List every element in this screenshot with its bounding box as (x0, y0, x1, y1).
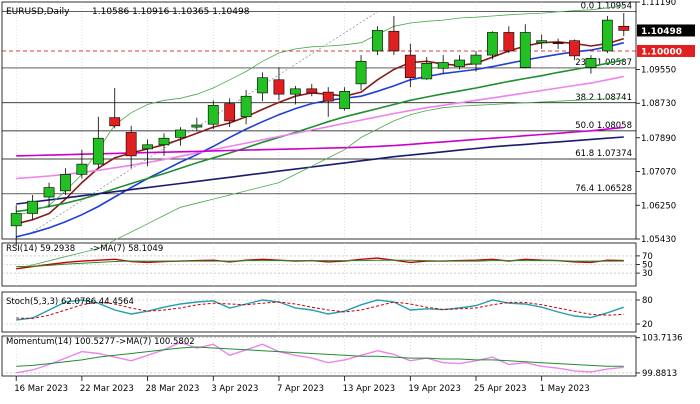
y-tick-label: 1.08730 (641, 99, 676, 109)
current-price-text: 1.10498 (641, 27, 682, 37)
candle-body (240, 95, 252, 118)
ind-series-1-1 (16, 259, 624, 268)
candle-body (454, 59, 465, 67)
candle-body (536, 40, 548, 44)
momentum-ma-label: ->MA(7) 100.5802 (116, 337, 195, 347)
candle-body (601, 19, 613, 52)
candle-body (339, 90, 351, 109)
ind-y-tick-label: 103.7136 (642, 334, 683, 344)
candle-body (10, 213, 22, 227)
candle-body (76, 163, 88, 175)
candle-body (60, 174, 71, 192)
ohlc-header: 1.10586 1.10916 1.10365 1.10498 (92, 7, 250, 17)
candle-body (487, 32, 498, 56)
y-tick-label: 1.09550 (641, 65, 676, 75)
fib-label: 38.2 1.08741 (575, 93, 632, 103)
candle-body (207, 104, 219, 125)
candle-body (289, 88, 301, 95)
level-badge-text: 1.10000 (641, 47, 682, 57)
fib-label: 0.0 1.10954 (581, 2, 632, 12)
candle-body (355, 60, 367, 85)
candle-body (618, 25, 630, 31)
fib-label: 50.0 1.08058 (575, 121, 632, 131)
candle-body (142, 144, 153, 150)
candle-body (273, 79, 285, 95)
fib-label: 61.8 1.07374 (575, 149, 632, 159)
candle-body (27, 200, 39, 214)
pane-frame-sto (1, 291, 637, 333)
candle-body (43, 187, 55, 198)
candle-body (158, 137, 170, 146)
y-tick-label: 1.07890 (641, 134, 676, 144)
ind-series-3-0 (16, 341, 624, 374)
momentum-title: Momentum(14) 100.5277 (6, 337, 115, 347)
x-tick-label: 25 Apr 2023 (474, 384, 527, 394)
candle-body (224, 103, 236, 122)
candle-body (322, 91, 334, 102)
candle-body (519, 32, 531, 68)
fib-label: 23.6 1.09587 (575, 58, 632, 68)
candle-body (437, 62, 449, 69)
rsi-title: RSI(14) 59.2938 (6, 244, 75, 254)
rsi-ma-label: ->MA(7) 58.1049 (90, 244, 163, 254)
pane-frame-main (1, 1, 637, 240)
x-tick-label: 16 Mar 2023 (14, 384, 68, 394)
candle-body (191, 124, 203, 128)
ind-y-tick-label: 70 (642, 252, 653, 262)
candle-body (388, 30, 400, 52)
y-tick-label: 1.07070 (641, 168, 676, 178)
ind-y-tick-label: 30 (642, 269, 653, 279)
candle-body (175, 129, 186, 138)
candle-body (585, 58, 597, 68)
x-tick-label: 28 Mar 2023 (146, 384, 200, 394)
candle-body (421, 63, 433, 80)
x-tick-label: 22 Mar 2023 (80, 384, 134, 394)
y-tick-label: 1.05430 (641, 235, 676, 245)
candle-body (92, 137, 104, 165)
x-tick-label: 13 Apr 2023 (343, 384, 396, 394)
candle-body (372, 30, 383, 52)
ind-y-tick-label: 50 (642, 261, 653, 271)
x-tick-label: 7 Apr 2023 (277, 384, 324, 394)
x-tick-label: 3 Apr 2023 (211, 384, 258, 394)
candle-body (257, 77, 268, 94)
candle-body (306, 88, 318, 94)
fib-label: 76.4 1.06528 (575, 184, 632, 194)
pane-frame-mom (1, 335, 637, 377)
candle-body (109, 117, 121, 127)
overlay-ma-magenta (16, 126, 624, 157)
main-title: EURUSD,Daily (6, 7, 70, 17)
ind-y-tick-label: 80 (642, 296, 653, 306)
current-price-badge (637, 24, 695, 37)
ind-y-tick-label: 99.8813 (642, 369, 677, 379)
candle-body (470, 54, 482, 65)
y-tick-label: 1.11190 (641, 0, 676, 8)
ind-series-2-0 (16, 299, 625, 321)
overlay-ma-navy (16, 136, 624, 205)
ind-series-1-0 (16, 257, 624, 270)
candle-body (404, 54, 416, 79)
overlay-ma-pink (16, 75, 624, 180)
x-tick-label: 19 Apr 2023 (408, 384, 461, 394)
overlay-band-lower (16, 97, 624, 270)
candle-body (503, 32, 515, 52)
candle-body (569, 40, 580, 57)
ind-series-3-1 (16, 346, 624, 367)
y-tick-label: 1.06250 (641, 201, 676, 211)
x-tick-label: 1 May 2023 (540, 384, 590, 394)
stoch-title: Stoch(5,3,3) 62.0786 44.4564 (6, 297, 134, 307)
overlay-ma-green (16, 59, 624, 213)
candle-body (552, 42, 564, 45)
ind-y-tick-label: 20 (642, 320, 653, 330)
candle-body (125, 132, 137, 157)
level-badge (637, 44, 695, 57)
